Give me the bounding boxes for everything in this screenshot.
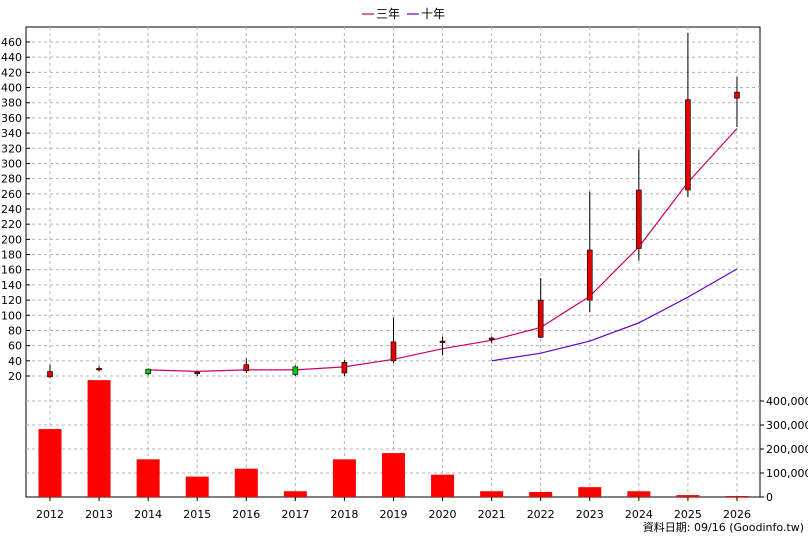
- volume-bar: [185, 476, 209, 497]
- year-tick-label: 2021: [478, 508, 506, 521]
- volume-bar: [234, 468, 258, 497]
- volume-tick-label: 300,000: [766, 419, 808, 432]
- year-tick-label: 2013: [85, 508, 113, 521]
- ten-year-line: [491, 268, 738, 362]
- volume-bar: [38, 429, 62, 497]
- volume-tick-label: 400,000: [766, 395, 808, 408]
- candle-body: [488, 337, 495, 340]
- candle-body: [292, 366, 299, 375]
- volume-tick-label: 200,000: [766, 443, 808, 456]
- year-tick-label: 2023: [576, 508, 604, 521]
- price-tick-label: 440: [1, 51, 22, 64]
- legend-label-ten-year: 十年: [421, 7, 445, 21]
- price-axis: 20 40 60 80 100 120 140 160 180 200 220 240 260 280 30…: [1, 36, 30, 383]
- year-tick-label: 2026: [723, 508, 751, 521]
- volume-bar: [529, 491, 553, 497]
- price-tick-label: 100: [1, 309, 22, 322]
- candle-body: [47, 371, 53, 378]
- price-tick-label: 140: [1, 279, 22, 292]
- year-tick-label: 2012: [36, 508, 64, 521]
- year-tick-label: 2017: [281, 508, 309, 521]
- candle-body: [243, 364, 250, 371]
- volume-tick-label: 0: [766, 491, 773, 504]
- price-tick-label: 320: [1, 142, 22, 155]
- price-tick-label: 300: [1, 157, 22, 170]
- year-tick-label: 2018: [330, 508, 358, 521]
- candlestick: [390, 317, 397, 364]
- candle-body: [96, 368, 102, 371]
- volume-bar: [431, 474, 455, 497]
- candlestick: [194, 371, 201, 376]
- candlestick: [439, 336, 446, 356]
- volume-bar: [676, 495, 700, 497]
- candlestick: [292, 365, 299, 376]
- candle-body: [685, 99, 691, 191]
- candlestick: [734, 76, 740, 128]
- price-tick-label: 120: [1, 294, 22, 307]
- candlestick: [537, 278, 544, 339]
- volume-tick-label: 100,000: [766, 467, 808, 480]
- price-tick-label: 260: [1, 188, 22, 201]
- price-tick-label: 20: [8, 370, 22, 383]
- price-tick-label: 220: [1, 218, 22, 231]
- candlestick: [341, 360, 348, 376]
- price-tick-label: 40: [8, 355, 22, 368]
- candlestick: [586, 191, 593, 313]
- candlestick: [47, 364, 53, 379]
- volume-bar: [725, 496, 749, 497]
- candlestick: [685, 32, 691, 197]
- price-tick-label: 80: [8, 324, 22, 337]
- price-tick-label: 460: [1, 36, 22, 49]
- candlestick: [243, 358, 250, 373]
- volume-axis: 0 100,000 200,000 300,000 400,000: [760, 395, 808, 504]
- price-tick-label: 340: [1, 127, 22, 140]
- candle-body: [145, 368, 151, 375]
- year-tick-label: 2016: [232, 508, 260, 521]
- volume-bar: [283, 491, 307, 497]
- candle-body: [636, 189, 642, 249]
- volume-bar: [332, 459, 356, 497]
- year-tick-label: 2020: [429, 508, 457, 521]
- legend: 三年 十年: [362, 7, 445, 21]
- candle-body: [439, 340, 446, 343]
- volume-bar: [627, 491, 651, 497]
- candlestick: [145, 368, 151, 376]
- volume-bar: [381, 453, 405, 497]
- volume-bar: [136, 459, 160, 497]
- price-tick-label: 200: [1, 233, 22, 246]
- candlestick: [636, 149, 642, 261]
- volume-bars: [38, 380, 749, 497]
- data-date-credit: 資料日期: 09/16 (Goodinfo.tw): [643, 520, 804, 534]
- price-tick-label: 180: [1, 249, 22, 262]
- price-tick-label: 280: [1, 173, 22, 186]
- volume-bar: [578, 487, 602, 497]
- candlestick: [488, 336, 495, 344]
- volume-bar: [87, 380, 111, 497]
- year-tick-label: 2025: [674, 508, 702, 521]
- price-tick-label: 380: [1, 97, 22, 110]
- candle-body: [586, 249, 593, 301]
- year-tick-label: 2019: [379, 508, 407, 521]
- candle-body: [537, 299, 544, 338]
- x-axis: 2012 2013 2014 2015 2016 2017 2018 2019 2020 2021…: [36, 497, 751, 521]
- price-tick-label: 160: [1, 264, 22, 277]
- year-tick-label: 2015: [183, 508, 211, 521]
- price-tick-label: 240: [1, 203, 22, 216]
- price-tick-label: 60: [8, 340, 22, 353]
- candle-body: [341, 362, 348, 374]
- year-tick-label: 2014: [134, 508, 162, 521]
- price-tick-label: 400: [1, 82, 22, 95]
- price-tick-label: 360: [1, 112, 22, 125]
- legend-label-three-year: 三年: [376, 7, 400, 21]
- candle-body: [390, 341, 397, 362]
- year-tick-label: 2024: [625, 508, 653, 521]
- candle-body: [734, 91, 740, 99]
- candlesticks: [47, 32, 740, 379]
- year-tick-label: 2022: [527, 508, 555, 521]
- price-tick-label: 420: [1, 66, 22, 79]
- candlestick: [96, 366, 102, 372]
- candle-body: [194, 371, 201, 375]
- volume-bar: [480, 491, 504, 497]
